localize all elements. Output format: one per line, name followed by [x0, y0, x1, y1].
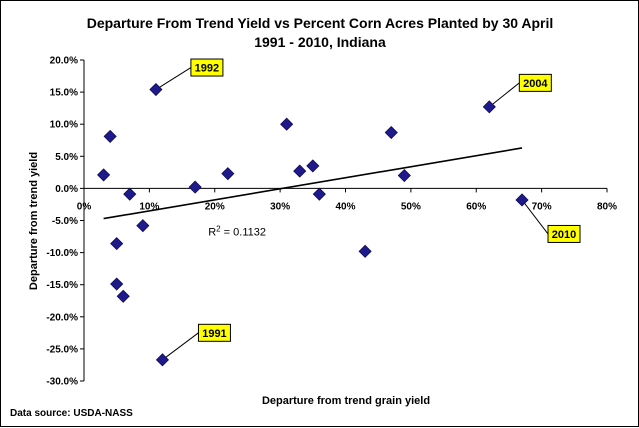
data-source-note: Data source: USDA-NASS: [10, 408, 133, 419]
callout-label: 1991: [202, 328, 226, 340]
x-tick-label: 70%: [532, 201, 552, 212]
callout-leader: [162, 332, 199, 361]
y-tick-label: -15.0%: [46, 280, 78, 291]
y-tick-label: 10.0%: [50, 120, 78, 131]
r-squared-label: R2 = 0.1132: [208, 224, 266, 238]
chart-subtitle: 1991 - 2010, Indiana: [254, 34, 386, 50]
callout-box: [547, 224, 581, 243]
data-point: [110, 237, 124, 251]
x-tick-label: 0%: [77, 201, 92, 212]
data-point: [306, 159, 320, 173]
data-point: [97, 168, 111, 182]
y-tick-label: -5.0%: [52, 216, 78, 227]
data-point: [110, 277, 124, 291]
data-point: [136, 219, 150, 233]
data-point: [123, 187, 137, 201]
data-point: [116, 289, 130, 303]
data-point: [384, 125, 398, 140]
data-point: [188, 180, 202, 194]
plot-area: 20.0% 15.0% 10.0% 5.0% 0.0% -5.0% -10.0% -15.0%…: [46, 56, 617, 388]
data-point: [155, 353, 170, 367]
y-tick-label: 5.0%: [55, 152, 78, 163]
x-tick-label: 40%: [335, 201, 355, 212]
data-point: [149, 82, 163, 97]
x-tick-label: 60%: [466, 201, 486, 212]
data-point: [312, 187, 326, 201]
data-point: [280, 117, 294, 131]
trendline: [103, 147, 523, 220]
x-tick-label: 20%: [205, 201, 225, 212]
y-tick-label: 20.0%: [50, 56, 78, 67]
data-point: [103, 129, 117, 143]
x-tick-label: 80%: [597, 201, 617, 212]
y-tick-label: -30.0%: [46, 377, 78, 388]
callout-box: [518, 73, 552, 92]
x-axis-title: Departure from trend grain yield: [262, 395, 430, 407]
data-point: [482, 100, 496, 114]
data-point: [397, 168, 411, 183]
x-tick-label: 30%: [270, 201, 290, 212]
y-axis-title: Departure from trend yield: [28, 152, 40, 290]
y-tick-label: -10.0%: [46, 248, 78, 259]
callout-box: [197, 323, 231, 342]
data-point: [293, 164, 307, 178]
data-point: [221, 167, 235, 181]
data-point: [515, 193, 529, 207]
data-point: [358, 244, 372, 258]
callout-label: 2010: [552, 229, 576, 241]
callout-leader: [521, 199, 549, 235]
callout-box: [190, 58, 224, 77]
chart-title: Departure From Trend Yield vs Percent Co…: [87, 15, 554, 31]
callout-label: 1992: [195, 63, 219, 75]
y-tick-label: 0.0%: [55, 184, 78, 195]
y-tick-label: 15.0%: [50, 88, 78, 99]
callout-leader: [489, 82, 520, 108]
callout-label: 2004: [523, 78, 548, 90]
y-tick-label: -25.0%: [46, 344, 78, 355]
callout-leader: [155, 67, 192, 90]
x-tick-label: 50%: [401, 201, 421, 212]
y-tick-label: -20.0%: [46, 312, 78, 323]
x-tick-label: 10%: [139, 201, 159, 212]
